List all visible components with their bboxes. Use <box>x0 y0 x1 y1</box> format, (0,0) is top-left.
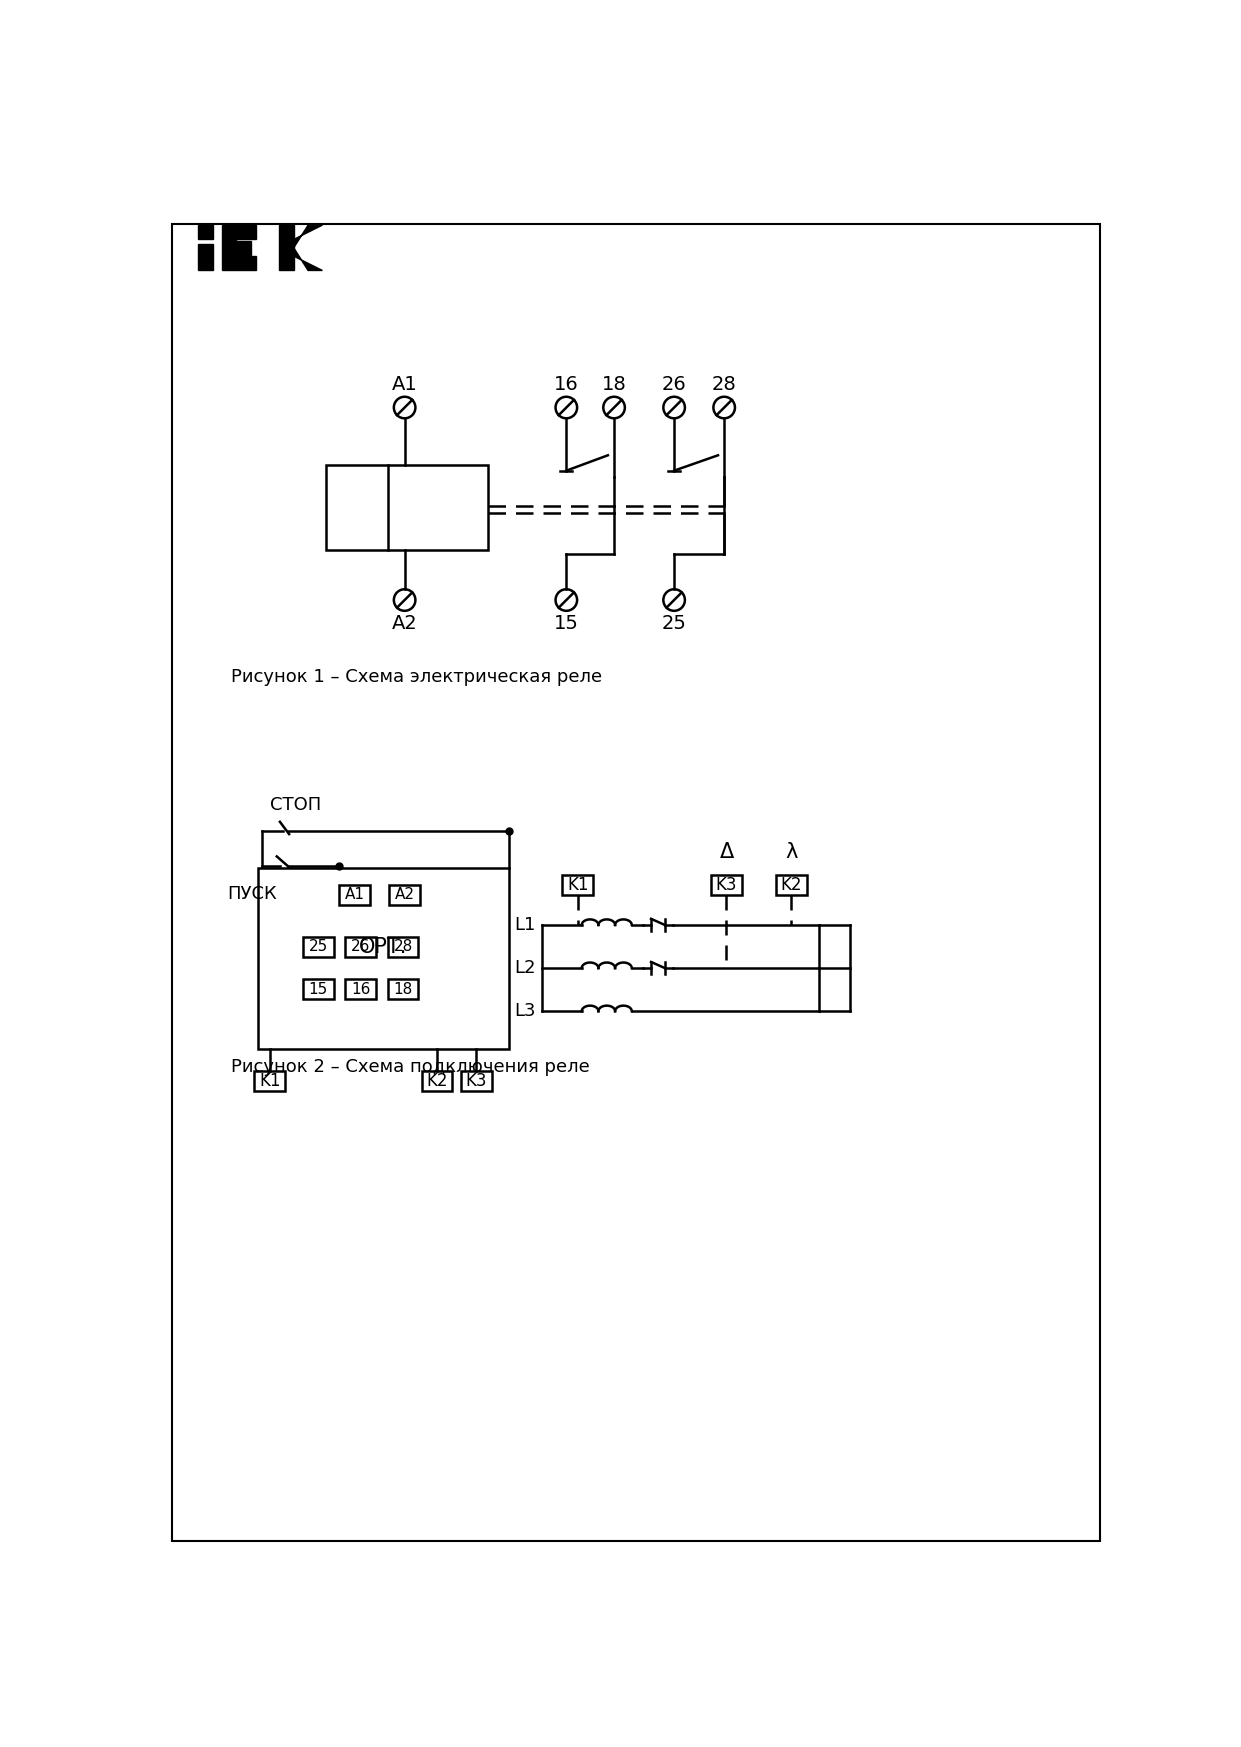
Text: K2: K2 <box>426 1073 448 1090</box>
Text: A2: A2 <box>395 887 414 903</box>
Bar <box>199 245 212 271</box>
Bar <box>562 875 593 894</box>
Text: L3: L3 <box>514 1003 536 1020</box>
Bar <box>387 936 418 957</box>
Text: Δ: Δ <box>720 842 733 861</box>
Text: K3: K3 <box>465 1073 486 1090</box>
Text: K1: K1 <box>567 875 588 894</box>
Bar <box>258 868 509 1048</box>
Text: K2: K2 <box>781 875 802 894</box>
Text: ПУСК: ПУСК <box>227 886 277 903</box>
Polygon shape <box>294 225 323 248</box>
Bar <box>422 1071 453 1092</box>
Bar <box>390 886 419 905</box>
Text: СТОП: СТОП <box>269 797 321 814</box>
Bar <box>776 875 807 894</box>
Text: 26: 26 <box>351 940 370 954</box>
Text: A1: A1 <box>392 374 417 393</box>
Text: 16: 16 <box>351 982 370 998</box>
Bar <box>711 875 742 894</box>
Bar <box>199 225 212 239</box>
Text: 16: 16 <box>553 374 578 393</box>
Bar <box>222 225 237 271</box>
Text: L1: L1 <box>514 915 536 935</box>
Bar <box>303 980 334 999</box>
Text: 15: 15 <box>553 613 578 632</box>
Bar <box>279 225 294 271</box>
Bar <box>237 225 256 239</box>
Text: A2: A2 <box>392 613 417 632</box>
Text: Рисунок 2 – Схема подключения реле: Рисунок 2 – Схема подключения реле <box>231 1059 591 1076</box>
Bar <box>345 980 376 999</box>
Text: 18: 18 <box>602 374 627 393</box>
Text: A1: A1 <box>345 887 365 903</box>
Bar <box>326 465 488 550</box>
Polygon shape <box>294 248 323 271</box>
Bar <box>387 980 418 999</box>
Bar <box>237 257 256 271</box>
Bar <box>303 936 334 957</box>
Bar <box>237 241 251 255</box>
Bar <box>254 1071 285 1092</box>
Text: 26: 26 <box>661 374 686 393</box>
Text: L2: L2 <box>514 959 536 977</box>
Bar <box>460 1071 491 1092</box>
Text: 15: 15 <box>309 982 328 998</box>
Text: K1: K1 <box>259 1073 280 1090</box>
Text: K3: K3 <box>716 875 737 894</box>
Text: 25: 25 <box>661 613 686 632</box>
Bar <box>339 886 370 905</box>
Bar <box>345 936 376 957</box>
Text: 28: 28 <box>712 374 737 393</box>
Text: 18: 18 <box>393 982 413 998</box>
Text: λ: λ <box>786 842 798 861</box>
Text: ОРТ.: ОРТ. <box>359 936 407 957</box>
Text: 28: 28 <box>393 940 413 954</box>
Text: 25: 25 <box>309 940 328 954</box>
Text: Рисунок 1 – Схема электрическая реле: Рисунок 1 – Схема электрическая реле <box>231 667 602 687</box>
